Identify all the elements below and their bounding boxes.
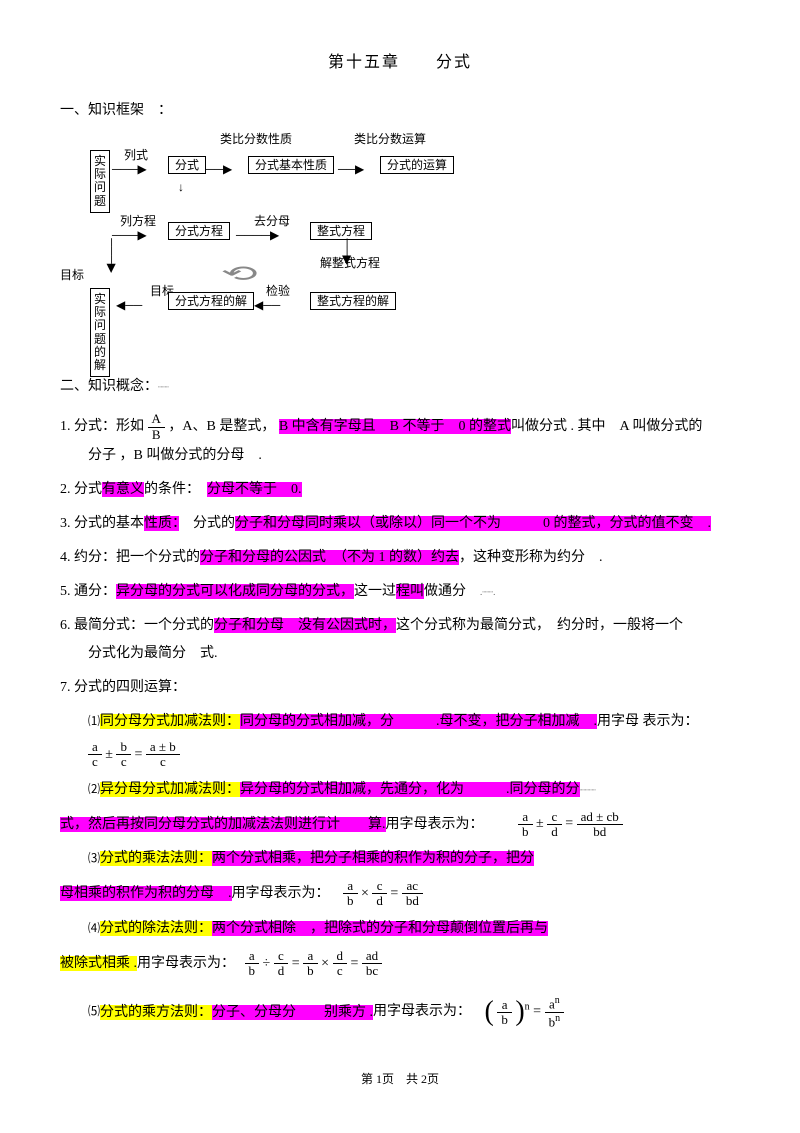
- highlight-def: B 中含有字母且 B 不等于 0 的整式: [279, 419, 511, 434]
- arrow: ──▶: [338, 160, 364, 179]
- hl: 分式的乘法法则：: [100, 851, 212, 866]
- rule-5: ⑸分式的乘方法则：分子、分母分 别乘方 .用字母表示为： ( ab )n = a…: [60, 984, 740, 1040]
- frac: ab: [303, 949, 318, 979]
- frac: ab: [245, 949, 260, 979]
- frac: ad ± cbbd: [577, 810, 623, 840]
- rule-3b: 母相乘的积作为积的分母 .用字母表示为： ab × cd = acbd: [60, 879, 740, 909]
- hl: 异分母的分式可以化成同分母的分式，: [116, 584, 354, 599]
- para-1b: 分子 ，B 叫做分式的分母 .: [60, 442, 740, 470]
- hl: 程叫: [396, 584, 424, 599]
- arrow: ──▶: [206, 160, 232, 179]
- hl: 分式的乘方法则：: [100, 1005, 212, 1020]
- section-2-heading: 二、知识概念：┈┈: [60, 376, 740, 398]
- hl: 同分母的分式相加减，分 .母不变，把分子相加减 .: [240, 714, 597, 729]
- frac: adbc: [362, 949, 382, 979]
- box-problem: 实际问题: [90, 150, 110, 213]
- box-frac-eq: 分式方程: [168, 222, 230, 240]
- label-analogy1: 类比分数性质: [220, 130, 292, 149]
- hl: 两个分式相乘，把分子相乘的积作为积的分子，把分: [212, 851, 534, 866]
- box-operation: 分式的运算: [380, 156, 454, 174]
- chapter-title: 第十五章 分式: [60, 50, 740, 76]
- hl: 性质：: [144, 516, 179, 531]
- para-5: 5. 通分：异分母的分式可以化成同分母的分式，这一过程叫做通分 .┈┈.: [60, 578, 740, 606]
- frac: anbn: [545, 995, 565, 1029]
- rule-4: ⑷分式的除法法则：两个分式相除 ，把除式的分子和分母颠倒位置后再与: [60, 915, 740, 943]
- box-int-sol: 整式方程的解: [310, 292, 396, 310]
- fraction-AB: AB: [148, 412, 165, 442]
- box-fraction: 分式: [168, 156, 206, 174]
- frac: bc: [116, 740, 131, 770]
- para-3: 3. 分式的基本性质： 分式的分子和分母同时乘以（或除以）同一个不为 0 的整式…: [60, 510, 740, 538]
- para-7: 7. 分式的四则运算：: [60, 674, 740, 702]
- box-problem-sol: 实际问题的解: [90, 288, 110, 377]
- para-2: 2. 分式有意义的条件： 分母不等于 0.: [60, 476, 740, 504]
- para-4: 4. 约分：把一个分式的分子和分母的公因式 （不为 1 的数）约去，这种变形称为…: [60, 544, 740, 572]
- para-1: 1. 分式：形如 AB ，A、B 是整式， B 中含有字母且 B 不等于 0 的…: [60, 412, 740, 470]
- knowledge-diagram: 实际问题 列式 ───▶ 分式 类比分数性质 ──▶ 分式基本性质 类比分数运算…: [90, 136, 740, 356]
- rule-3: ⑶分式的乘法法则：两个分式相乘，把分子相乘的积作为积的分子，把分: [60, 845, 740, 873]
- hl: 分子和分母 没有公因式时，: [214, 618, 396, 633]
- rule-1: ⑴同分母分式加减法则：同分母的分式相加减，分 .母不变，把分子相加减 .用字母 …: [60, 708, 740, 770]
- arrow: ◀──: [254, 296, 280, 315]
- frac: cd: [274, 949, 289, 979]
- arrow: ────▶: [236, 226, 279, 245]
- arrow-down: ──▶: [338, 238, 357, 264]
- hl: 异分母分式加减法则：: [100, 782, 240, 797]
- frac: cd: [547, 810, 562, 840]
- frac: acbd: [402, 879, 423, 909]
- dotted-marker: ┈┈: [158, 382, 169, 392]
- arrow-down: ───▶: [102, 238, 121, 273]
- frac: dc: [333, 949, 348, 979]
- label-analogy2: 类比分数运算: [354, 130, 426, 149]
- frac: a ± bc: [146, 740, 180, 770]
- arrow: ◀──: [116, 296, 142, 315]
- hl: 两个分式相除 ，把除式的分子和分母颠倒位置后再与: [212, 921, 548, 936]
- label-goal1: 目标: [60, 266, 84, 285]
- frac: ab: [518, 810, 533, 840]
- frac: cd: [372, 879, 387, 909]
- page-footer: 第 1页 共 2页: [60, 1070, 740, 1089]
- section-1-heading: 一、知识框架 ：: [60, 100, 740, 122]
- hl: 分子、分母分 别乘方 .: [212, 1005, 373, 1020]
- hl: 式，然后再按同分母分式的加减法法则进行计 算.: [60, 817, 386, 832]
- frac: ab: [497, 998, 512, 1028]
- para-6: 6. 最简分式：一个分式的分子和分母 没有公因式时，这个分式称为最简分式， 约分…: [60, 612, 740, 668]
- curve-arrow: ⟲: [221, 256, 258, 291]
- rule-4b: 被除式相乘 .用字母表示为： ab ÷ cd = ab × dc = adbc: [60, 949, 740, 979]
- arrow: ───▶: [112, 160, 147, 179]
- rule-2: ⑵异分母分式加减法则：异分母的分式相加减，先通分，化为 .同分母的分┈┈┈: [60, 776, 740, 804]
- frac: ab: [343, 879, 358, 909]
- hl: 异分母的分式相加减，先通分，化为 .同分母的分: [240, 782, 580, 797]
- hl: 分子和分母同时乘以（或除以）同一个不为 0 的整式，分式的值不变 .: [235, 516, 711, 531]
- hl: 分母不等于 0.: [207, 482, 302, 497]
- box-basic-prop: 分式基本性质: [248, 156, 334, 174]
- hl: 分式的除法法则：: [100, 921, 212, 936]
- hl: 同分母分式加减法则：: [100, 714, 240, 729]
- arrow-down: ↓: [178, 178, 184, 197]
- box-frac-sol: 分式方程的解: [168, 292, 254, 310]
- rule-2b: 式，然后再按同分母分式的加减法法则进行计 算.用字母表示为： ab ± cd =…: [60, 810, 740, 840]
- hl: 母相乘的积作为积的分母 .: [60, 886, 232, 901]
- hl: 被除式相乘 .: [60, 956, 137, 971]
- frac: ac: [88, 740, 102, 770]
- hl: 有意义: [102, 482, 144, 497]
- hl: 分子和分母的公因式 （不为 1 的数）约去: [200, 550, 459, 565]
